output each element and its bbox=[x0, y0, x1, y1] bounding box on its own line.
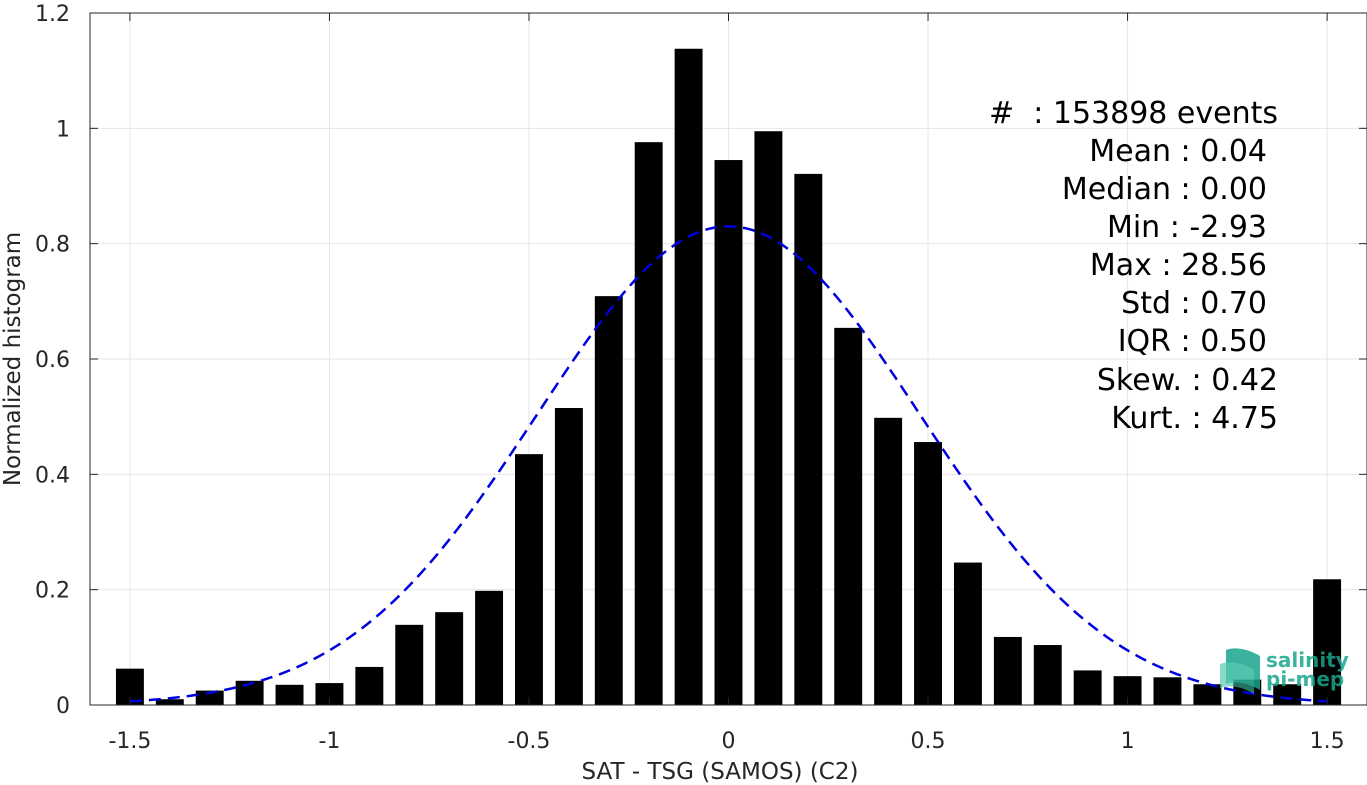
y-tick-label: 0.4 bbox=[35, 463, 70, 488]
histogram-bar bbox=[674, 48, 703, 705]
histogram-bar bbox=[834, 327, 863, 705]
histogram-bar bbox=[594, 296, 623, 705]
salinity-pi-mep-logo: salinity pi-mep bbox=[1220, 648, 1349, 694]
x-tick-label: -1.5 bbox=[108, 729, 151, 754]
stat-median: Median : 0.00 bbox=[1062, 172, 1267, 207]
histogram-bar bbox=[1273, 684, 1302, 705]
gaussian-fit-curve bbox=[129, 225, 1328, 703]
stats-box: # : 153898 events Mean : 0.04 Median : 0… bbox=[989, 96, 1278, 436]
histogram-bar bbox=[1313, 579, 1342, 705]
histogram-bar bbox=[1033, 645, 1062, 705]
histogram-bar bbox=[1073, 670, 1102, 705]
histogram-bar bbox=[914, 442, 942, 705]
x-tick-label: 0.5 bbox=[911, 729, 946, 754]
stat-min: Min : -2.93 bbox=[1107, 210, 1267, 245]
histogram-bar bbox=[554, 408, 583, 705]
histogram-bar bbox=[634, 142, 663, 705]
histogram-bar bbox=[794, 173, 823, 705]
stat-std: Std : 0.70 bbox=[1121, 286, 1267, 321]
stat-events: # : 153898 events bbox=[989, 96, 1278, 131]
x-tick-label: 0 bbox=[722, 729, 736, 754]
x-tick-label: 1 bbox=[1121, 729, 1135, 754]
histogram-bar bbox=[953, 562, 982, 705]
stat-skew: Skew. : 0.42 bbox=[1097, 363, 1278, 398]
histogram-bar bbox=[355, 666, 384, 705]
histogram-bar bbox=[874, 417, 903, 705]
stat-iqr: IQR : 0.50 bbox=[1118, 324, 1267, 359]
y-tick-label: 0.6 bbox=[35, 348, 70, 373]
histogram-bar bbox=[714, 160, 743, 706]
histogram-bar bbox=[155, 699, 184, 705]
y-tick-label: 0 bbox=[56, 694, 70, 719]
x-tick-label: 1.5 bbox=[1310, 729, 1345, 754]
histogram-bar bbox=[275, 684, 304, 705]
histogram-bars bbox=[115, 48, 1342, 706]
histogram-bar bbox=[1193, 684, 1222, 705]
x-tick-label: -1 bbox=[318, 729, 340, 754]
histogram-bar bbox=[993, 636, 1022, 705]
y-tick-label: 0.2 bbox=[35, 579, 70, 604]
x-tick-label: -0.5 bbox=[508, 729, 551, 754]
histogram-bar bbox=[395, 624, 424, 705]
histogram-bar bbox=[754, 131, 783, 705]
histogram-bar bbox=[515, 454, 543, 705]
histogram-bar bbox=[475, 590, 504, 705]
stat-kurt: Kurt. : 4.75 bbox=[1111, 401, 1278, 436]
logo-wave-accent bbox=[1220, 662, 1254, 694]
histogram-bar bbox=[435, 612, 464, 705]
y-axis-label: Normalized histogram bbox=[0, 232, 26, 486]
logo-line1: salinity bbox=[1266, 648, 1349, 672]
y-tick-label: 0.8 bbox=[35, 233, 70, 258]
logo-line2: pi-mep bbox=[1266, 667, 1344, 691]
stat-mean: Mean : 0.04 bbox=[1089, 134, 1267, 169]
y-tick-label: 1 bbox=[56, 117, 70, 142]
y-tick-label: 1.2 bbox=[35, 2, 70, 27]
axis-ticks: -1.5 -1 -0.5 0 0.5 1 1.5 0 0.2 0.4 0.6 0.8 1 1.2 bbox=[35, 2, 1367, 754]
stat-max: Max : 28.56 bbox=[1090, 248, 1267, 283]
histogram-bar bbox=[195, 690, 224, 705]
histogram-bar bbox=[1153, 677, 1182, 705]
histogram-bar bbox=[315, 683, 344, 705]
x-axis-label: SAT - TSG (SAMOS) (C2) bbox=[582, 759, 859, 785]
